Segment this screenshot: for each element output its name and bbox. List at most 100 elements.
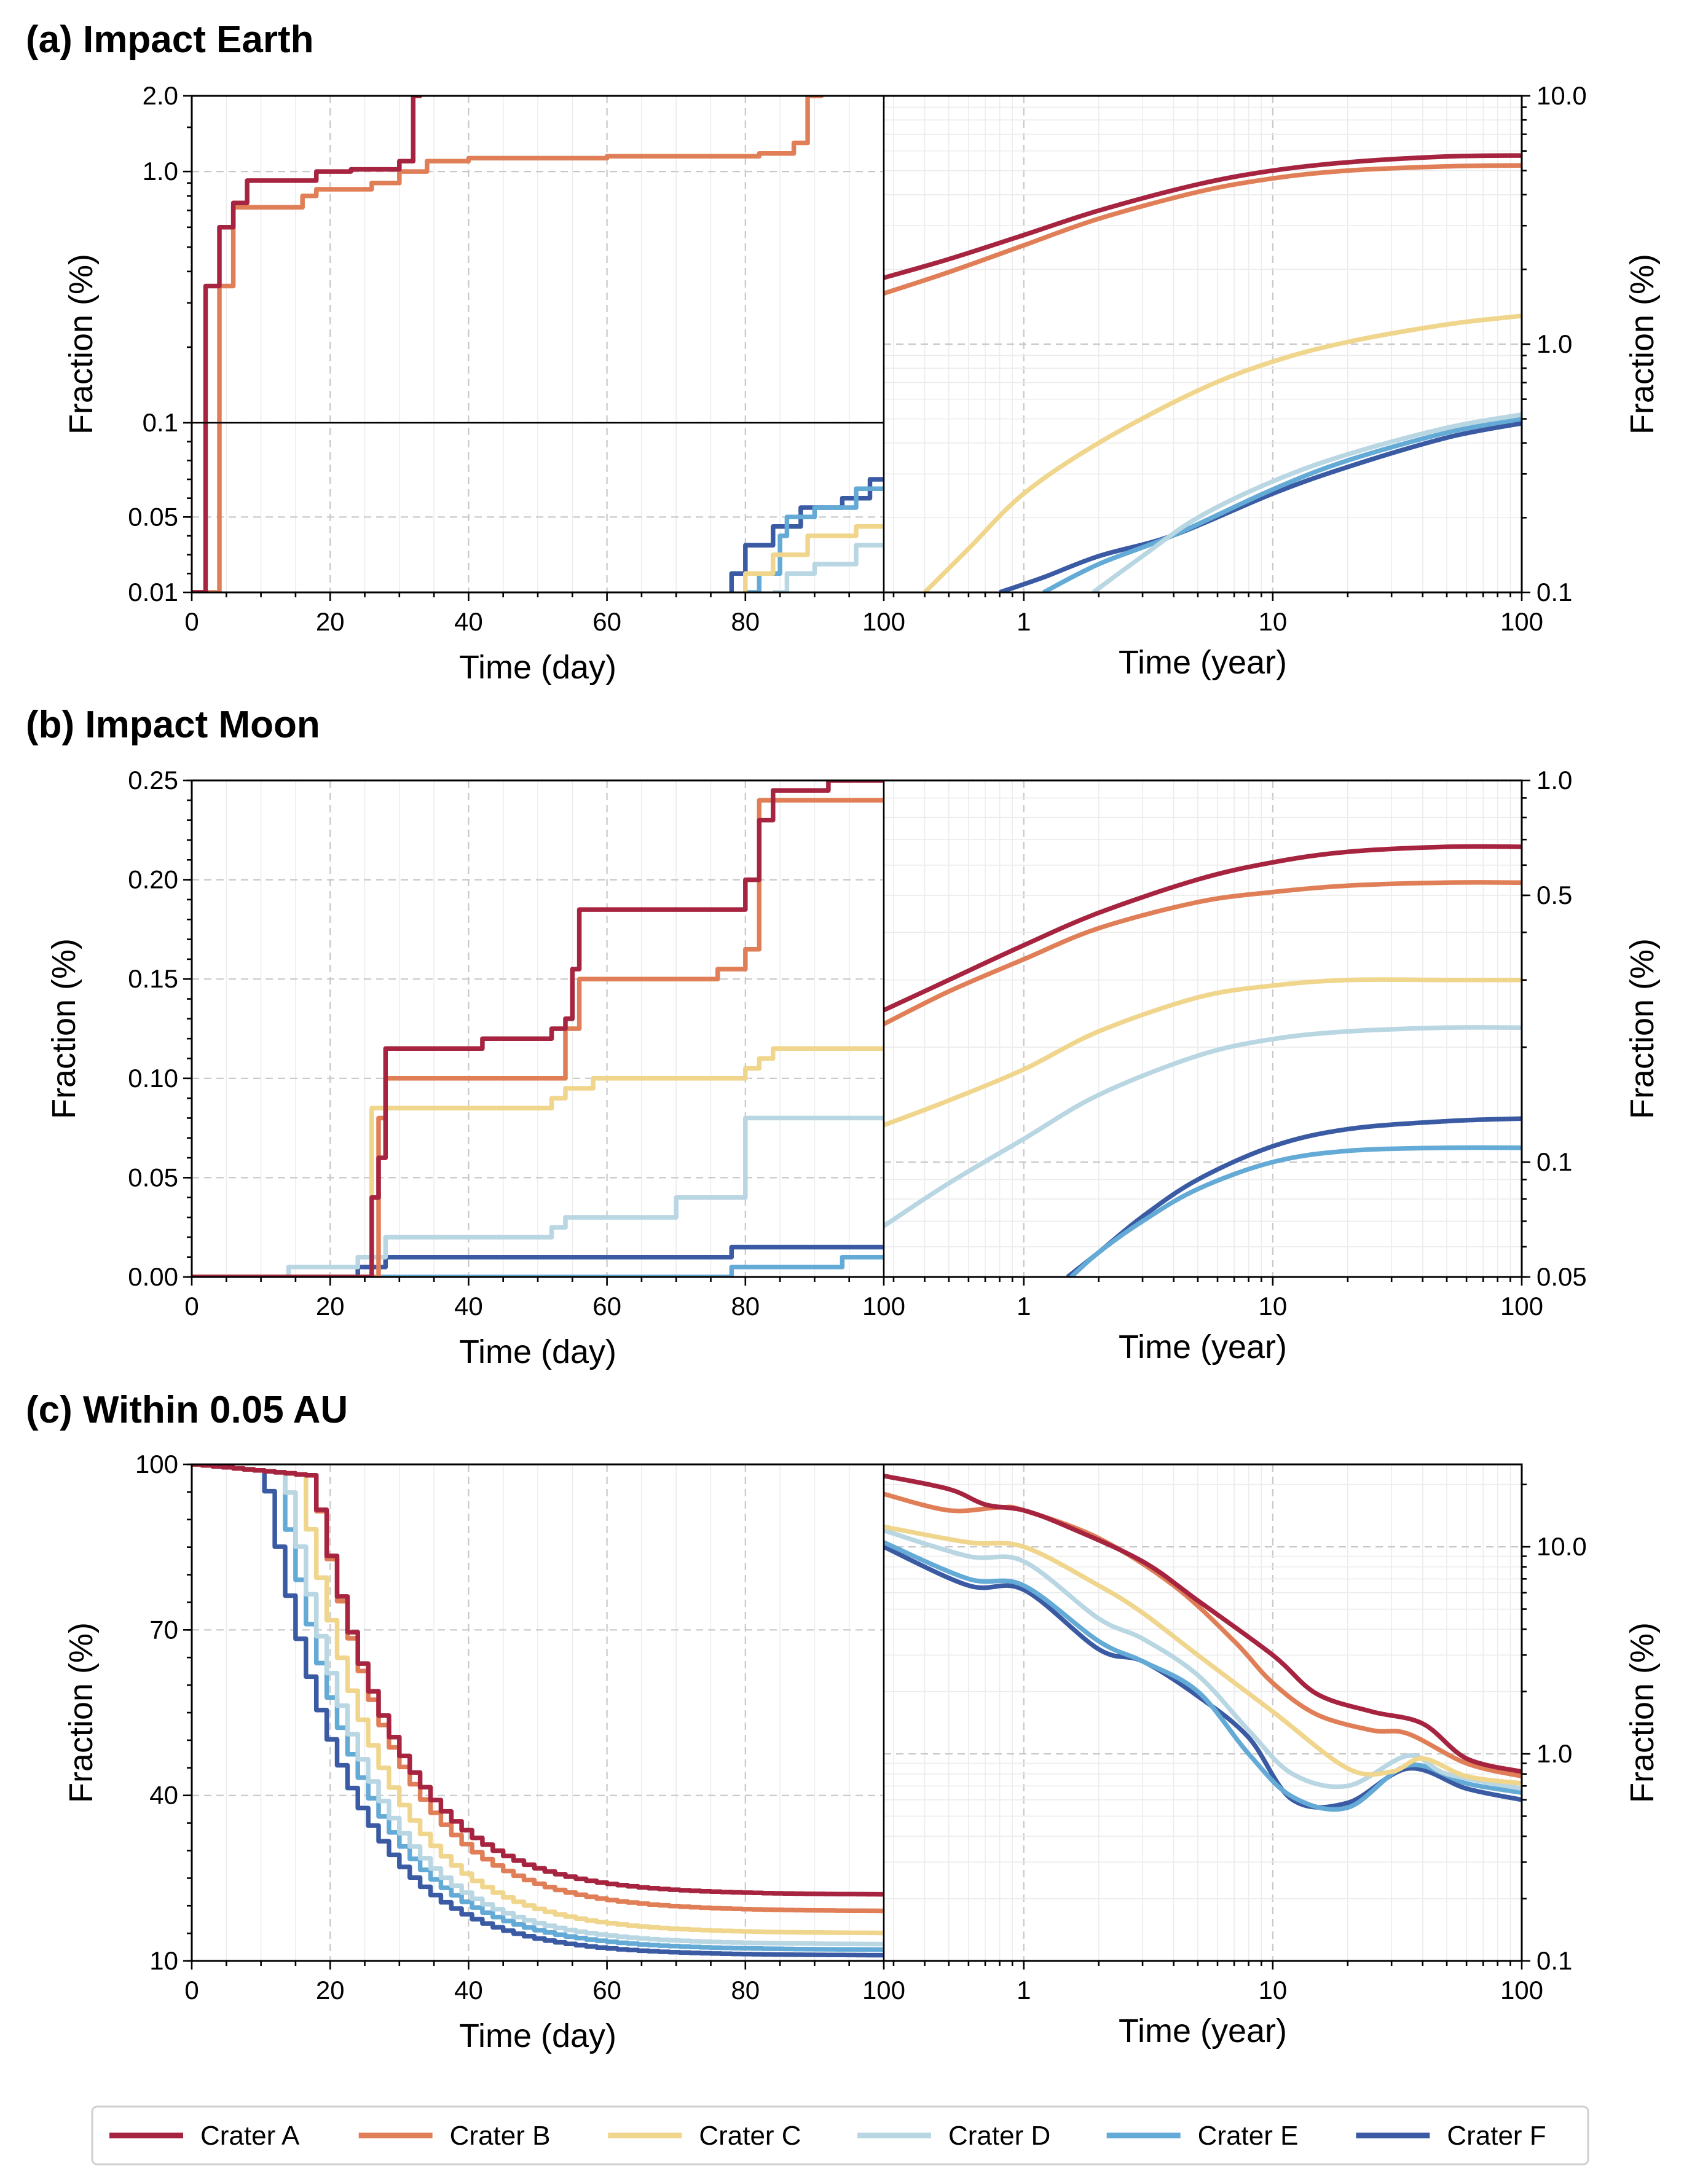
x-tick-label: 80: [731, 607, 760, 636]
x-tick-label: 0: [184, 1976, 199, 2005]
series-crater-d-right: [884, 1528, 1522, 1791]
x-tick-label: 20: [316, 607, 345, 636]
y-tick-label: 40: [149, 1781, 178, 1810]
x-tick-label: 40: [454, 1292, 483, 1321]
y-tick-label: 0.20: [128, 865, 178, 894]
x-axis-label-day: Time (day): [459, 2017, 616, 2054]
ticks-b: 0 20 40 60 80 100 1 10 100 0.00 0.05 0.10 0.15 0.20 0.…: [128, 766, 1587, 1321]
x-axis-label-day: Time (day): [459, 1334, 616, 1370]
series-crater-a-left: [192, 1464, 884, 1897]
legend-label-crater-f: Crater F: [1447, 2121, 1546, 2151]
x-axis-label-day: Time (day): [459, 649, 616, 686]
y-tick-label: 1.0: [1536, 766, 1572, 795]
y-tick-label: 10: [149, 1946, 178, 1975]
y-tick-label: 0.05: [128, 1163, 178, 1192]
y-tick-label: 1.0: [1536, 329, 1572, 358]
y-tick-label: 0.1: [1536, 1147, 1572, 1176]
x-axis-label-year: Time (year): [1119, 1329, 1287, 1365]
grid-a: [191, 95, 1522, 594]
x-tick-label: 100: [1500, 607, 1543, 636]
y-tick-label: 0.1: [1536, 1946, 1572, 1975]
legend-label-crater-b: Crater B: [450, 2121, 551, 2151]
series-crater-c-left: [743, 524, 884, 592]
x-tick-label: 40: [454, 607, 483, 636]
legend-label-crater-e: Crater E: [1198, 2121, 1299, 2151]
x-tick-label: 10: [1259, 1976, 1288, 2005]
y-axis-label-right: Fraction (%): [1624, 938, 1661, 1119]
y-axis-label-left: Fraction (%): [63, 1622, 100, 1803]
series-crater-a-right: [884, 153, 1522, 280]
y-tick-label: 1.0: [143, 157, 178, 186]
x-tick-label: 60: [592, 1292, 621, 1321]
x-tick-label: 100: [1500, 1292, 1543, 1321]
legend-label-crater-d: Crater D: [948, 2121, 1050, 2151]
panel-b-title: (b) Impact Moon: [26, 704, 320, 746]
series-crater-c-left: [192, 1046, 884, 1277]
y-tick-label: 0.1: [1536, 578, 1572, 607]
series-crater-c-right: [884, 1524, 1522, 1786]
series-crater-d-right: [1092, 412, 1522, 592]
x-tick-label: 100: [1500, 1976, 1543, 2005]
legend-label-crater-a: Crater A: [200, 2121, 300, 2151]
y-axis-label-left: Fraction (%): [45, 938, 82, 1119]
series-crater-a-left: [192, 96, 423, 592]
series-crater-f-right: [1066, 1116, 1522, 1277]
y-tick-label: 1.0: [1536, 1739, 1572, 1768]
panel-a-title: (a) Impact Earth: [26, 18, 314, 61]
legend-box: [91, 2105, 1589, 2166]
y-tick-label: 0.10: [128, 1064, 178, 1093]
y-tick-label: 0.01: [128, 578, 178, 607]
series-crater-d-left: [192, 1464, 884, 1947]
ticks-a: 0 20 40 60 80 100 1 10 100 0.01 0.05 0.1 1.0 2.0 0.1 1.…: [128, 81, 1587, 636]
x-tick-label: 0: [184, 1292, 199, 1321]
series-crater-c-left: [192, 1464, 884, 1936]
y-tick-label: 0.05: [128, 502, 178, 531]
series-crater-e-left: [192, 1254, 884, 1277]
series-crater-c-right: [923, 313, 1522, 592]
x-tick-label: 10: [1259, 1292, 1288, 1321]
y-axis-label-left: Fraction (%): [63, 254, 100, 434]
y-tick-label: 0.00: [128, 1262, 178, 1291]
series-crater-f-right: [999, 421, 1522, 592]
legend: Crater A Crater B Crater C Crater D Crater E…: [91, 2105, 1589, 2166]
series-right-c: [884, 1474, 1522, 1812]
x-tick-label: 100: [862, 1976, 905, 2005]
x-tick-label: 0: [184, 607, 199, 636]
series-crater-b-right: [884, 163, 1522, 296]
y-tick-label: 0.05: [1536, 1262, 1587, 1291]
x-tick-label: 40: [454, 1976, 483, 2005]
series-crater-b-right: [884, 1491, 1522, 1779]
x-tick-label: 1: [1017, 607, 1031, 636]
series-left-c: [192, 1464, 884, 1958]
panel-c-within-0-05-au: (c) Within 0.05 AU 0 20 40 60 80 100 1 10 100 10 4…: [26, 1389, 1661, 2054]
series-left-a: [192, 96, 884, 592]
series-crater-b-right: [884, 880, 1522, 1026]
y-tick-label: 70: [149, 1615, 178, 1644]
x-tick-label: 80: [731, 1292, 760, 1321]
series-crater-e-right: [1069, 1145, 1522, 1277]
series-right-a: [884, 153, 1522, 592]
y-tick-label: 0.25: [128, 766, 178, 795]
x-tick-label: 100: [862, 607, 905, 636]
y-tick-label: 10.0: [1536, 81, 1587, 110]
y-axis-label-right: Fraction (%): [1624, 1622, 1661, 1803]
panel-c-title: (c) Within 0.05 AU: [26, 1389, 348, 1431]
y-tick-label: 10.0: [1536, 1532, 1587, 1561]
plot-frame: [191, 779, 1523, 1278]
series-crater-a-right: [884, 1474, 1522, 1774]
y-tick-label: 0.15: [128, 964, 178, 993]
series-crater-e-left: [192, 1464, 884, 1952]
x-tick-label: 20: [316, 1292, 345, 1321]
x-tick-label: 10: [1259, 607, 1288, 636]
x-tick-label: 1: [1017, 1976, 1031, 2005]
series-crater-b-left: [192, 798, 884, 1277]
grid-c: [191, 1463, 1522, 1962]
panel-b-impact-moon: (b) Impact Moon 0 20 40 60 80 100 1 10 100 0.00 0.…: [26, 704, 1661, 1370]
legend-label-crater-c: Crater C: [699, 2121, 801, 2151]
y-axis-label-right: Fraction (%): [1624, 254, 1661, 434]
series-crater-d-right: [884, 1025, 1522, 1228]
x-axis-label-year: Time (year): [1119, 644, 1287, 681]
x-tick-label: 100: [862, 1292, 905, 1321]
series-crater-e-left: [745, 486, 884, 592]
